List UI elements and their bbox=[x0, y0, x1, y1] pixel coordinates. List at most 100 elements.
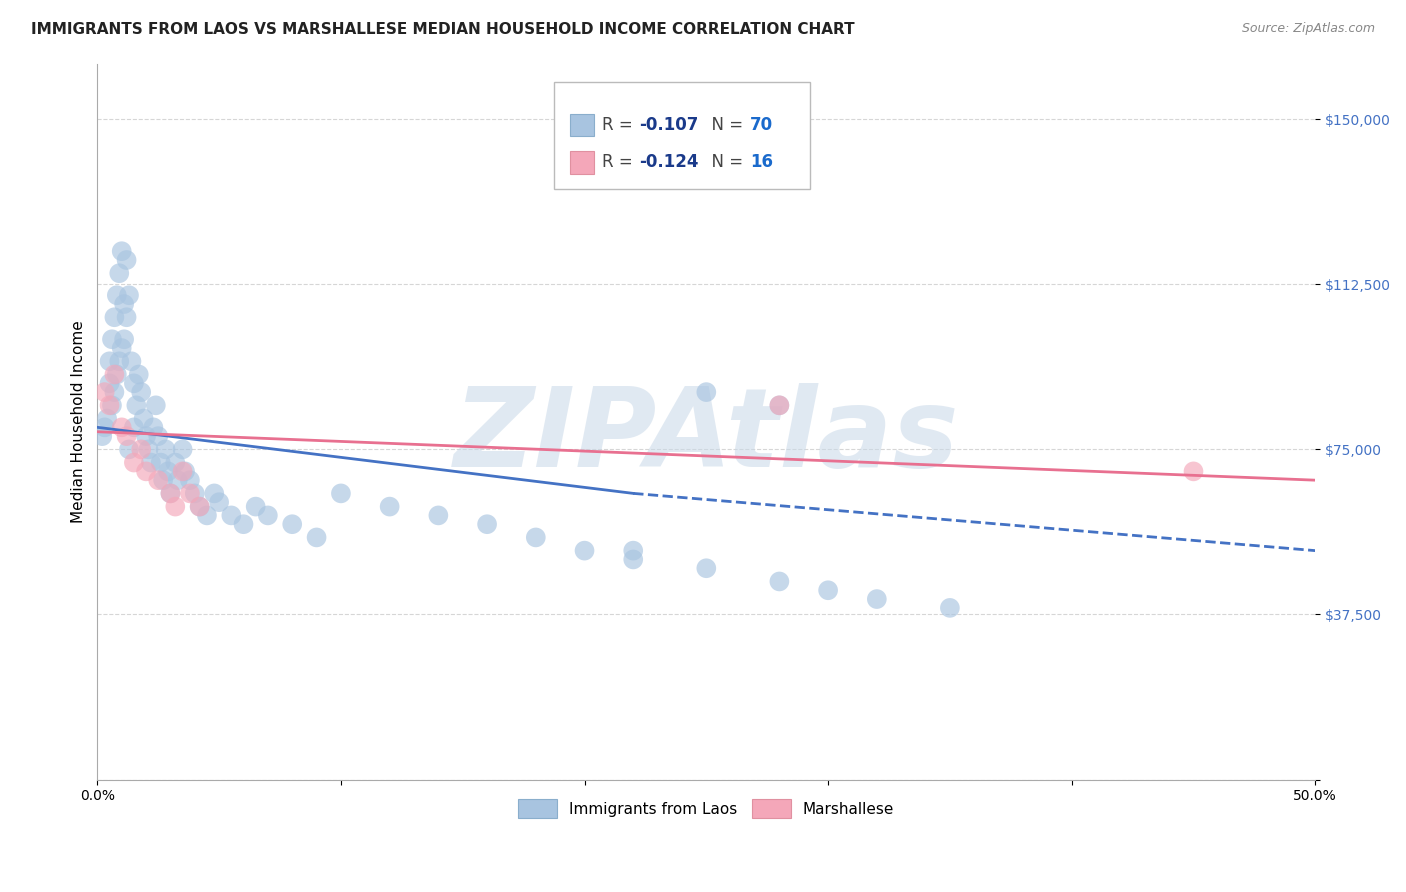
Point bbox=[101, 332, 124, 346]
Text: N =: N = bbox=[702, 116, 749, 134]
Point bbox=[621, 543, 644, 558]
Point bbox=[695, 561, 717, 575]
Point bbox=[179, 486, 201, 500]
Point bbox=[1182, 464, 1205, 478]
Point bbox=[152, 473, 174, 487]
Point bbox=[93, 385, 115, 400]
Point bbox=[112, 332, 135, 346]
Point bbox=[281, 517, 304, 532]
Point bbox=[112, 297, 135, 311]
Text: R =: R = bbox=[602, 153, 637, 171]
Point bbox=[768, 574, 790, 589]
Point bbox=[111, 244, 134, 259]
Point bbox=[148, 473, 170, 487]
Text: N =: N = bbox=[702, 153, 749, 171]
Point bbox=[149, 456, 172, 470]
Point bbox=[138, 442, 160, 457]
Point bbox=[115, 310, 138, 325]
Point bbox=[118, 442, 141, 457]
Point bbox=[115, 429, 138, 443]
Point bbox=[93, 420, 115, 434]
FancyBboxPatch shape bbox=[569, 151, 595, 174]
Point bbox=[172, 442, 194, 457]
Point bbox=[122, 456, 145, 470]
Point bbox=[184, 486, 207, 500]
Point bbox=[98, 354, 121, 368]
Point bbox=[155, 442, 177, 457]
Y-axis label: Median Household Income: Median Household Income bbox=[72, 320, 86, 524]
Point bbox=[939, 600, 962, 615]
Point bbox=[165, 500, 187, 514]
Point bbox=[166, 473, 188, 487]
Point bbox=[221, 508, 243, 523]
Point bbox=[427, 508, 450, 523]
Point bbox=[866, 592, 889, 607]
Point bbox=[159, 486, 181, 500]
Legend: Immigrants from Laos, Marshallese: Immigrants from Laos, Marshallese bbox=[510, 792, 901, 826]
Text: -0.107: -0.107 bbox=[640, 116, 699, 134]
Point bbox=[103, 368, 125, 382]
Point bbox=[156, 464, 179, 478]
Point bbox=[621, 552, 644, 566]
Point bbox=[378, 500, 401, 514]
Point bbox=[817, 583, 839, 598]
Text: Source: ZipAtlas.com: Source: ZipAtlas.com bbox=[1241, 22, 1375, 36]
Point bbox=[101, 398, 124, 412]
Point bbox=[524, 530, 547, 544]
Point bbox=[232, 517, 254, 532]
Point bbox=[115, 252, 138, 267]
Point bbox=[142, 420, 165, 434]
Point bbox=[122, 420, 145, 434]
Point bbox=[129, 442, 152, 457]
Point bbox=[188, 500, 211, 514]
Point bbox=[105, 368, 128, 382]
Text: R =: R = bbox=[602, 116, 637, 134]
Point bbox=[245, 500, 267, 514]
FancyBboxPatch shape bbox=[554, 82, 810, 189]
Point bbox=[139, 456, 162, 470]
Point bbox=[695, 385, 717, 400]
Point bbox=[135, 429, 157, 443]
Point bbox=[91, 429, 114, 443]
Point bbox=[768, 398, 790, 412]
Point bbox=[125, 398, 148, 412]
Point bbox=[159, 486, 181, 500]
Point bbox=[208, 495, 231, 509]
Text: IMMIGRANTS FROM LAOS VS MARSHALLESE MEDIAN HOUSEHOLD INCOME CORRELATION CHART: IMMIGRANTS FROM LAOS VS MARSHALLESE MEDI… bbox=[31, 22, 855, 37]
Point bbox=[174, 464, 197, 478]
Point bbox=[103, 310, 125, 325]
Point bbox=[108, 266, 131, 280]
Point bbox=[132, 411, 155, 425]
Point bbox=[103, 385, 125, 400]
Point bbox=[574, 543, 596, 558]
Point bbox=[128, 368, 150, 382]
Point bbox=[475, 517, 498, 532]
Text: 16: 16 bbox=[751, 153, 773, 171]
Point bbox=[108, 354, 131, 368]
Point bbox=[118, 288, 141, 302]
Text: -0.124: -0.124 bbox=[640, 153, 699, 171]
Point bbox=[195, 508, 218, 523]
Point bbox=[122, 376, 145, 391]
Point bbox=[129, 385, 152, 400]
Point bbox=[105, 288, 128, 302]
Point bbox=[257, 508, 280, 523]
Point bbox=[96, 411, 118, 425]
FancyBboxPatch shape bbox=[569, 113, 595, 136]
Point bbox=[111, 341, 134, 355]
Point bbox=[148, 429, 170, 443]
Point bbox=[172, 464, 194, 478]
Point bbox=[305, 530, 328, 544]
Point bbox=[179, 473, 201, 487]
Point bbox=[329, 486, 352, 500]
Point bbox=[165, 456, 187, 470]
Point bbox=[120, 354, 142, 368]
Point bbox=[145, 398, 167, 412]
Point bbox=[98, 376, 121, 391]
Point bbox=[188, 500, 211, 514]
Text: ZIPAtlas: ZIPAtlas bbox=[454, 383, 959, 490]
Text: 70: 70 bbox=[751, 116, 773, 134]
Point bbox=[768, 398, 790, 412]
Point bbox=[98, 398, 121, 412]
Point bbox=[111, 420, 134, 434]
